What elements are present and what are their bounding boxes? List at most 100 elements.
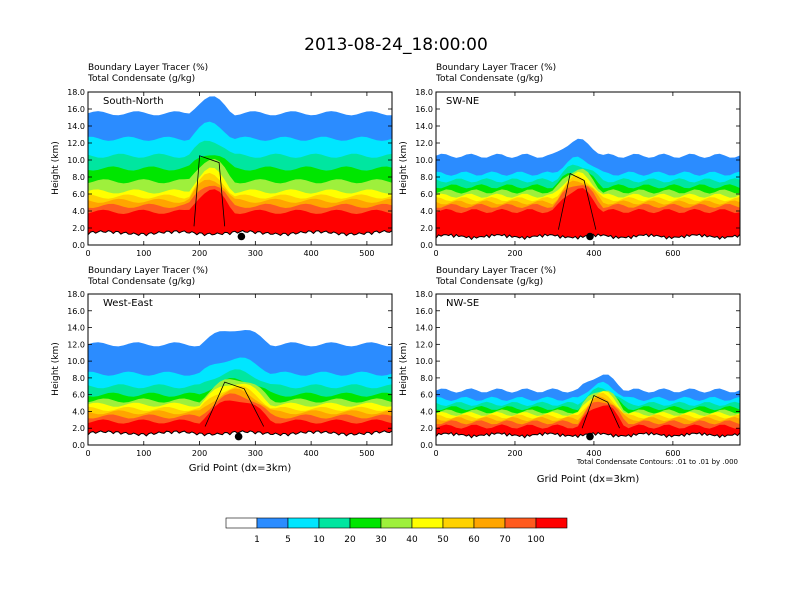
y-ticks: 0.0 2.0 4.0 6.0 8.0 10.0 12.0 14.0 16.0 18.0 [67,88,392,250]
condensate-contour [581,394,620,429]
panel-header-line-2: Total Condensate (g/kg) [87,74,195,84]
x-tick-label: 200 [507,249,522,258]
x-tick-label: 400 [303,249,318,258]
colorbar-swatch-c60 [473,517,506,529]
y-tick-label: 12.0 [67,139,85,148]
panel-header-line-2: Total Condensate (g/kg) [435,74,543,84]
colorbar-label: 40 [406,535,418,545]
y-tick-label: 18.0 [67,290,85,299]
colorbar-swatch-c5 [287,517,320,529]
y-tick-label: 14.0 [415,122,433,131]
y-tick-label: 8.0 [420,173,433,182]
panel-header-line-1: Boundary Layer Tracer (%) [436,266,556,276]
colorbar: 1 5 10 20 30 40 50 60 70 100 [225,517,568,545]
y-tick-label: 2.0 [420,224,433,233]
y-tick-label: 0.0 [420,241,433,250]
x-tick-label: 0 [433,249,438,258]
y-tick-label: 6.0 [420,190,433,199]
y-tick-label: 4.0 [72,207,85,216]
y-tick-label: 8.0 [72,374,85,383]
y-tick-label: 16.0 [67,307,85,316]
y-ticks: 0.0 2.0 4.0 6.0 8.0 10.0 12.0 14.0 16.0 18.0 [415,88,740,250]
colorbar-label: 1 [254,535,260,545]
condensate-contour [204,381,265,427]
terrain-line [87,430,393,437]
x-tick-label: 500 [359,249,374,258]
panel-header-line-2: Total Condensate (g/kg) [435,277,543,287]
y-ticks: 0.0 2.0 4.0 6.0 8.0 10.0 12.0 14.0 16.0 18.0 [67,290,392,450]
colorbar-swatch-c20 [349,517,382,529]
x-tick-label: 200 [192,449,207,458]
colorbar-label: 50 [437,535,449,545]
plot-frame [87,293,393,446]
panel-label: West-East [103,298,153,309]
panel-label: NW-SE [446,298,479,309]
x-ticks: 0 100 200 300 400 500 [85,92,375,258]
y-tick-label: 10.0 [67,156,85,165]
y-ticks: 0.0 2.0 4.0 6.0 8.0 10.0 12.0 14.0 16.0 18.0 [415,290,740,450]
colorbar-swatch-c50 [442,517,475,529]
y-tick-label: 10.0 [415,357,433,366]
panel-header-line-1: Boundary Layer Tracer (%) [436,63,556,73]
y-tick-label: 6.0 [72,190,85,199]
location-marker [237,232,246,241]
y-tick-label: 12.0 [415,340,433,349]
colorbar-swatch-c30 [380,517,413,529]
colorbar-label: 10 [313,535,325,545]
y-tick-label: 16.0 [415,105,433,114]
y-tick-label: 12.0 [67,340,85,349]
y-tick-label: 2.0 [420,424,433,433]
y-tick-label: 14.0 [67,324,85,333]
figure-title: 2013-08-24_18:00:00 [304,35,488,55]
panel-label: SW-NE [446,96,479,107]
y-tick-label: 18.0 [415,88,433,97]
y-tick-label: 14.0 [415,324,433,333]
plot-frame [87,91,393,246]
y-tick-label: 18.0 [67,88,85,97]
y-tick-label: 2.0 [72,224,85,233]
location-marker [586,232,594,241]
plot-frame [435,91,741,246]
colorbar-label: 20 [344,535,356,545]
plot-area [87,330,393,445]
x-tick-label: 400 [303,449,318,458]
colorbar-label: 5 [285,535,291,545]
y-tick-label: 0.0 [72,241,85,250]
y-axis-label: Height (km) [51,141,61,195]
x-tick-label: 400 [586,249,601,258]
colorbar-label: 60 [468,535,480,545]
y-tick-label: 8.0 [420,374,433,383]
colorbar-label: 30 [375,535,387,545]
x-tick-label: 400 [586,449,601,458]
panel-south-north: Boundary Layer Tracer (%) Total Condensa… [51,63,393,258]
colorbar-swatch-c40 [411,517,444,529]
y-axis-label: Height (km) [399,141,409,195]
y-axis-label: Height (km) [51,342,61,396]
tracer-band-c100 [436,188,740,245]
colorbar-swatch-white [225,517,258,529]
panel-label: South-North [103,96,164,107]
colorbar-label: 100 [527,535,544,545]
y-axis-label: Height (km) [399,342,409,396]
colorbar-swatch-c70 [504,517,537,529]
x-tick-label: 0 [85,249,90,258]
y-tick-label: 6.0 [420,391,433,400]
plot-area [435,138,741,245]
colorbar-label: 70 [499,535,511,545]
x-tick-label: 0 [85,449,90,458]
condensate-contour [558,173,597,230]
y-tick-label: 6.0 [72,391,85,400]
x-tick-label: 600 [665,249,680,258]
x-tick-label: 0 [433,449,438,458]
x-axis-label: Grid Point (dx=3km) [189,463,292,474]
colorbar-swatch-c100 [535,517,568,529]
y-tick-label: 2.0 [72,424,85,433]
plot-frame [435,293,741,446]
panel-west-east: Boundary Layer Tracer (%) Total Condensa… [51,266,393,474]
y-tick-label: 10.0 [67,357,85,366]
panel-header-line-2: Total Condensate (g/kg) [87,277,195,287]
colorbar-swatch-c1 [256,517,289,529]
x-tick-label: 300 [248,249,263,258]
x-ticks: 0 200 400 600 [433,92,681,258]
